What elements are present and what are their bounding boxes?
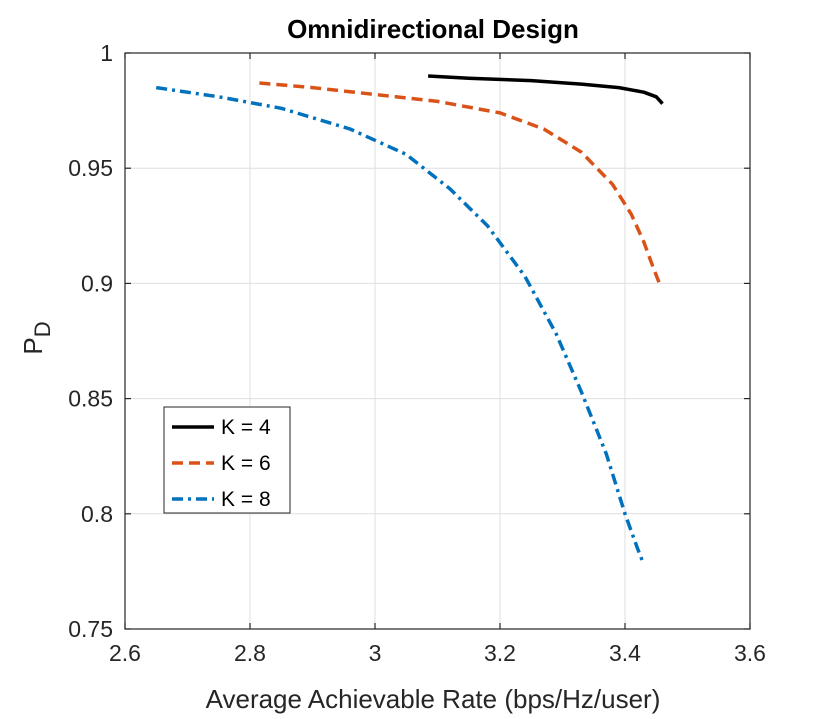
- legend-label: K = 6: [221, 452, 271, 475]
- x-tick-label: 3.4: [609, 640, 641, 666]
- y-tick-labels: 0.75 0.8 0.85 0.9 0.95 1: [68, 40, 113, 642]
- y-axis-title-main: P: [18, 337, 48, 354]
- series-line-k4: [428, 74, 664, 105]
- x-tick-label: 3: [369, 640, 382, 666]
- y-tick-label: 0.9: [81, 270, 113, 296]
- legend-box: [163, 406, 291, 514]
- x-tick-label: 3.2: [484, 640, 516, 666]
- ticks: [124, 52, 751, 630]
- x-tick-label: 2.6: [109, 640, 141, 666]
- x-axis-title: Average Achievable Rate (bps/Hz/user): [206, 684, 661, 714]
- svg-text:PD: PD: [18, 321, 55, 354]
- series-layer: [155, 74, 664, 566]
- axes-frame: [124, 52, 751, 630]
- series-line-k6: [259, 81, 663, 286]
- legend-label: K = 8: [221, 488, 271, 511]
- y-tick-label: 0.95: [68, 155, 113, 181]
- y-tick-label: 0.8: [81, 501, 113, 527]
- y-tick-label: 0.75: [68, 616, 113, 642]
- legend: K = 4 K = 6 K = 8: [163, 406, 291, 514]
- x-tick-label: 2.8: [234, 640, 266, 666]
- series-line-k8: [155, 85, 646, 566]
- y-axis-title: PD: [18, 321, 55, 354]
- x-tick-label: 3.6: [734, 640, 766, 666]
- x-tick-labels: 2.6 2.8 3 3.2 3.4 3.6: [109, 640, 766, 666]
- plot-area-background: [125, 53, 750, 629]
- y-tick-label: 1: [100, 40, 113, 66]
- legend-entries: K = 4 K = 6 K = 8: [172, 416, 271, 511]
- legend-label: K = 4: [221, 416, 271, 439]
- y-tick-label: 0.85: [68, 386, 113, 412]
- y-axis-title-subscript: D: [30, 321, 55, 337]
- grid: [124, 52, 751, 630]
- chart-title: Omnidirectional Design: [287, 14, 579, 44]
